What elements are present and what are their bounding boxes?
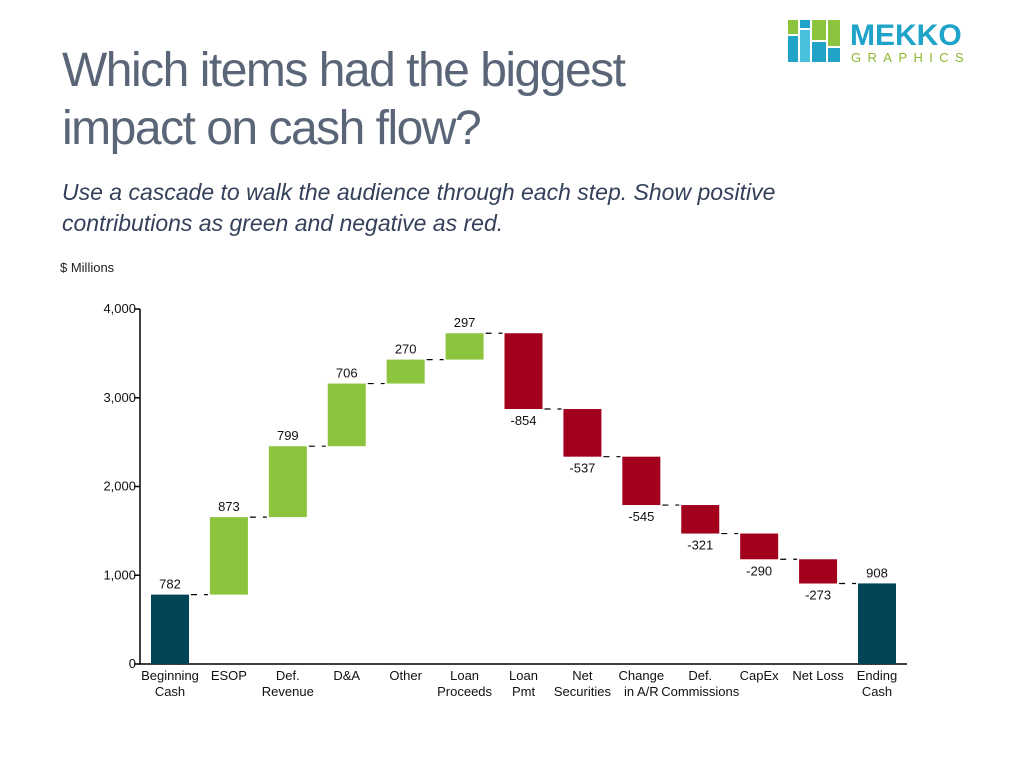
category-label-8-1: in A/R (624, 684, 659, 699)
bar-10 (740, 533, 779, 560)
category-label-5-1: Proceeds (437, 684, 492, 699)
category-label-9-0: Def. (688, 668, 712, 683)
chart-subtitle-line-2: contributions as green and negative as r… (62, 210, 504, 236)
y-tick-label-3: 3,000 (103, 390, 136, 405)
y-tick-label-4: 4,000 (103, 301, 136, 316)
category-label-7-1: Securities (554, 684, 612, 699)
units-label: $ Millions (60, 260, 115, 275)
bar-12 (858, 583, 896, 664)
y-tick-label-1: 1,000 (103, 567, 136, 582)
category-label-11-0: Net Loss (792, 668, 844, 683)
category-label-0-0: Beginning (141, 668, 199, 683)
bar-0 (151, 594, 189, 664)
bar-8 (622, 456, 661, 506)
bar-9 (681, 505, 720, 534)
value-label-1: 873 (218, 499, 240, 514)
chart-subtitle-line-1: Use a cascade to walk the audience throu… (62, 179, 776, 205)
chart-title: Which items had the biggest impact on ca… (62, 42, 762, 158)
category-label-5-0: Loan (450, 668, 479, 683)
value-label-7: -537 (569, 461, 595, 476)
mekko-graphics-logo: MEKKO GRAPHICS (787, 18, 999, 68)
bar-3 (327, 383, 366, 447)
bar-5 (445, 333, 484, 360)
value-label-0: 782 (159, 577, 181, 592)
category-label-12-1: Cash (862, 684, 892, 699)
bar-2 (268, 446, 307, 518)
chart-title-line-2: impact on cash flow? (62, 102, 482, 155)
category-label-7-0: Net (572, 668, 593, 683)
logo-word-graphics: GRAPHICS (851, 50, 971, 65)
y-tick-label-0: 0 (129, 656, 136, 671)
y-tick-label-2: 2,000 (103, 479, 136, 494)
category-label-8-0: Change (619, 668, 665, 683)
category-label-10-0: CapEx (740, 668, 780, 683)
category-label-2-1: Revenue (262, 684, 314, 699)
category-label-2-0: Def. (276, 668, 300, 683)
value-label-2: 799 (277, 428, 299, 443)
category-label-9-1: Commissions (661, 684, 740, 699)
category-label-3-0: D&A (333, 668, 360, 683)
bar-7 (563, 409, 602, 457)
value-label-4: 270 (395, 342, 417, 357)
value-label-12: 908 (866, 565, 888, 580)
bar-6 (504, 333, 543, 410)
chart-title-line-1: Which items had the biggest (62, 44, 626, 97)
bar-4 (386, 359, 425, 384)
logo-mark-icon (788, 20, 840, 62)
value-label-8: -545 (628, 509, 654, 524)
value-label-5: 297 (454, 315, 476, 330)
category-label-1-0: ESOP (211, 668, 247, 683)
value-label-11: -273 (805, 588, 831, 603)
bar-1 (209, 517, 248, 595)
value-label-10: -290 (746, 563, 772, 578)
category-label-12-0: Ending (857, 668, 897, 683)
value-label-3: 706 (336, 366, 358, 381)
logo-word-mekko: MEKKO (850, 19, 962, 52)
chart-subtitle: Use a cascade to walk the audience throu… (62, 177, 942, 239)
category-label-4-0: Other (389, 668, 422, 683)
bar-11 (799, 559, 838, 584)
value-label-6: -854 (510, 413, 536, 428)
category-label-0-1: Cash (155, 684, 185, 699)
category-label-6-0: Loan (509, 668, 538, 683)
category-label-6-1: Pmt (512, 684, 536, 699)
value-label-9: -321 (687, 538, 713, 553)
